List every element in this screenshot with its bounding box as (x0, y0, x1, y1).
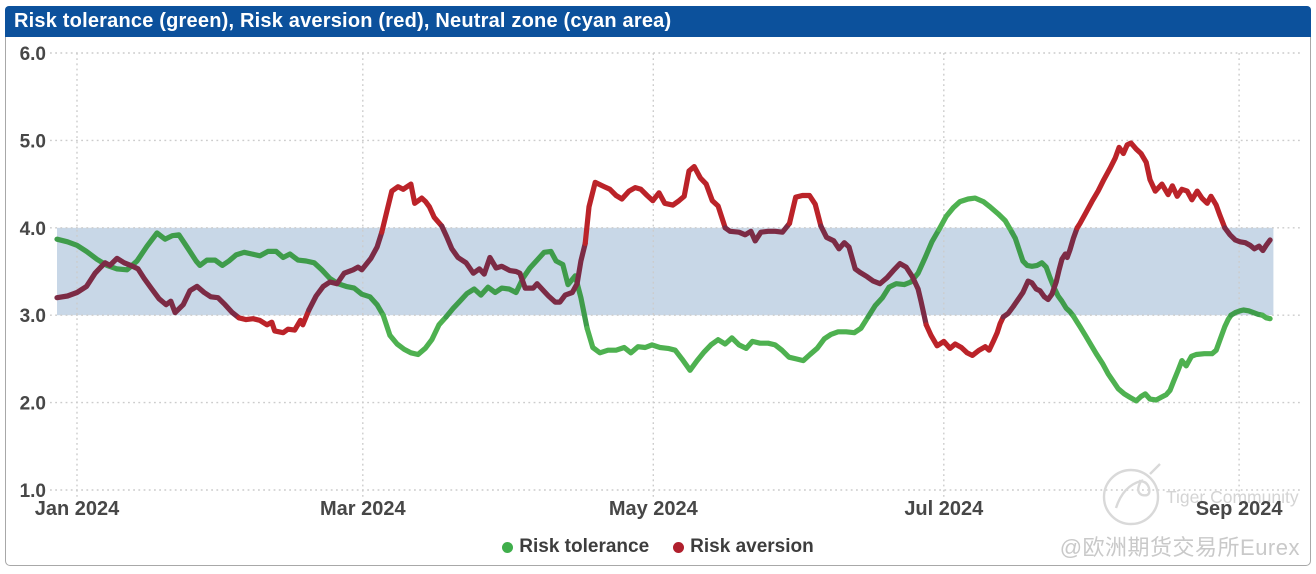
tiger-community-logo-icon (1102, 463, 1161, 526)
watermark-account: @欧洲期货交易所Eurex (1059, 535, 1300, 560)
y-axis-labels: 6.0 5.0 4.0 3.0 2.0 1.0 (20, 44, 46, 502)
svg-text:Jan 2024: Jan 2024 (35, 498, 120, 520)
svg-text:Sep 2024: Sep 2024 (1196, 498, 1284, 520)
watermark-community-text: Tiger Community (1166, 487, 1299, 507)
legend-dot-red-icon (673, 541, 685, 553)
gridlines (50, 52, 1302, 497)
series-line-risk-tolerance (54, 195, 1273, 404)
svg-text:5.0: 5.0 (20, 131, 46, 152)
svg-text:3.0: 3.0 (20, 306, 46, 327)
svg-text:6.0: 6.0 (20, 44, 46, 65)
svg-text:1.0: 1.0 (20, 481, 46, 502)
chart-title: Risk tolerance (green), Risk aversion (r… (5, 6, 1311, 37)
legend-label-risk-tolerance: Risk tolerance (519, 536, 650, 557)
legend-item-risk-tolerance: Risk tolerance (502, 536, 649, 558)
chart-legend: Risk tolerance Risk aversion (5, 536, 1311, 558)
svg-text:Mar 2024: Mar 2024 (320, 498, 406, 520)
series-line-risk-aversion (54, 140, 1273, 358)
svg-text:2.0: 2.0 (20, 394, 46, 415)
svg-text:May 2024: May 2024 (609, 498, 699, 520)
x-axis-labels: Jan 2024 Mar 2024 May 2024 Jul 2024 Sep 2024 (35, 498, 1284, 520)
legend-item-risk-aversion: Risk aversion (673, 536, 814, 558)
neutral-zone-band (57, 227, 1274, 316)
legend-dot-green-icon (502, 541, 514, 553)
legend-label-risk-aversion: Risk aversion (690, 536, 814, 557)
svg-text:4.0: 4.0 (20, 219, 46, 240)
svg-text:Jul 2024: Jul 2024 (904, 498, 984, 520)
